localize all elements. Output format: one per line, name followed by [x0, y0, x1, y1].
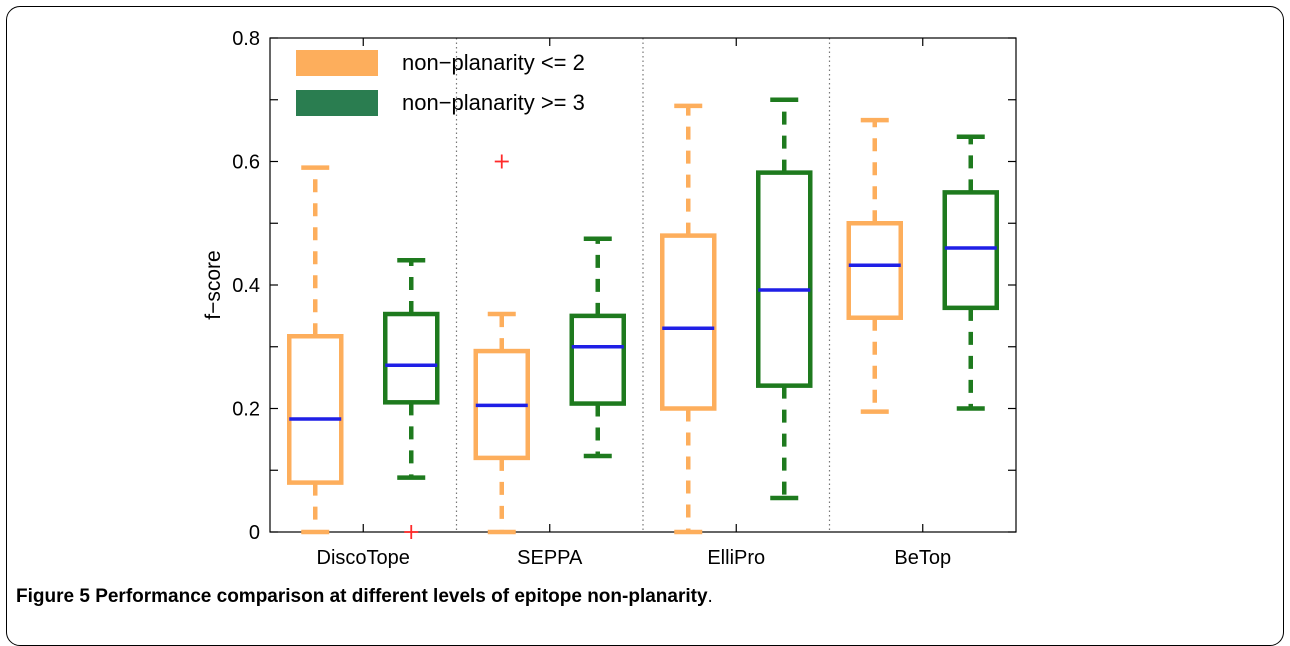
box-group	[756, 97, 813, 501]
legend-label: non−planarity >= 3	[402, 90, 585, 115]
y-tick-label: 0.6	[232, 152, 260, 174]
box-plot-chart: 0 0.2 0.4 0.6 0.8 f−score DiscoTope SEPPA ElliPr…	[202, 28, 1017, 569]
box-group	[287, 165, 344, 535]
box-group	[473, 154, 530, 535]
box-iqr	[287, 334, 344, 485]
legend-swatch	[296, 90, 378, 116]
y-tick-label: 0.8	[232, 28, 260, 50]
legend: non−planarity <= 2 non−planarity >= 3	[296, 50, 585, 116]
x-category-label: DiscoTope	[317, 547, 410, 569]
box-iqr	[942, 190, 999, 311]
y-tick-label: 0	[249, 522, 260, 544]
x-category-label: SEPPA	[517, 547, 583, 569]
figure-caption: Figure 5 Performance comparison at diffe…	[16, 586, 713, 608]
legend-swatch	[296, 50, 378, 76]
box-iqr	[660, 233, 717, 411]
legend-label: non−planarity <= 2	[402, 50, 585, 75]
box-group	[660, 103, 717, 535]
box-group	[569, 236, 626, 459]
caption-end: .	[707, 586, 713, 607]
box-iqr	[383, 311, 440, 405]
caption-label: Figure 5	[16, 586, 90, 607]
y-tick-label: 0.2	[232, 399, 260, 421]
y-axis-label: f−score	[202, 250, 225, 319]
x-category-label: ElliPro	[707, 547, 765, 569]
box-group	[942, 134, 999, 411]
y-tick-label: 0.4	[232, 275, 260, 297]
box-group	[846, 117, 903, 414]
box-iqr	[569, 313, 626, 406]
box-group	[383, 258, 440, 539]
x-category-label: BeTop	[894, 547, 951, 569]
caption-title: Performance comparison at different leve…	[95, 586, 708, 607]
box-iqr	[846, 221, 903, 320]
box-iqr	[756, 170, 813, 388]
